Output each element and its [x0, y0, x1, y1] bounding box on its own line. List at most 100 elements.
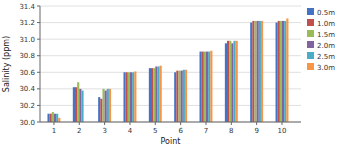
legend: 0.5m1.0m1.5m2.0m2.5m3.0m — [307, 8, 335, 72]
bar — [107, 89, 109, 122]
legend-label: 2.5m — [317, 53, 335, 61]
bar — [208, 52, 210, 122]
x-tick — [180, 122, 181, 125]
legend-swatch — [307, 30, 314, 37]
y-axis-label: Salinity (ppm) — [2, 36, 11, 92]
bar — [206, 52, 208, 122]
bar — [109, 89, 111, 122]
bar — [73, 87, 75, 122]
x-tick-label: 7 — [204, 127, 208, 135]
x-tick — [231, 122, 232, 125]
x-tick-label: 10 — [278, 127, 287, 135]
y-tick-label: 31.0 — [19, 36, 35, 44]
bar — [100, 99, 102, 122]
bar — [257, 21, 259, 122]
bar — [105, 91, 107, 122]
bar — [178, 71, 180, 122]
x-tick-label: 3 — [102, 127, 106, 135]
bar — [153, 68, 155, 122]
bar — [52, 112, 54, 122]
bar — [176, 71, 178, 122]
legend-swatch — [307, 8, 314, 15]
bar — [231, 43, 233, 122]
bar — [278, 21, 280, 122]
x-tick — [104, 122, 105, 125]
legend-swatch — [307, 63, 314, 70]
bar — [252, 21, 254, 122]
bar — [54, 114, 56, 122]
bar — [126, 72, 128, 122]
x-tick-label: 6 — [178, 127, 183, 135]
legend-swatch — [307, 19, 314, 26]
bar — [229, 41, 231, 122]
bar — [181, 71, 183, 122]
bar — [255, 21, 257, 122]
bars — [47, 18, 288, 122]
bar — [155, 66, 157, 122]
x-tick-label: 4 — [128, 127, 133, 135]
x-tick-label: 1 — [52, 127, 56, 135]
y-tick-label: 30.4 — [19, 85, 35, 93]
bar — [149, 68, 151, 122]
bar — [132, 72, 134, 122]
x-tick-label: 5 — [153, 127, 157, 135]
x-tick — [256, 122, 257, 125]
bar — [151, 68, 153, 122]
bar — [157, 66, 159, 122]
bar — [233, 41, 235, 122]
bar — [250, 23, 252, 122]
legend-swatch — [307, 52, 314, 59]
bar — [227, 41, 229, 122]
y-tick-label: 30.8 — [19, 52, 35, 60]
bar — [280, 21, 282, 122]
x-tick-label: 8 — [229, 127, 233, 135]
bar — [130, 72, 132, 122]
legend-label: 1.5m — [317, 31, 335, 39]
x-tick — [79, 122, 80, 125]
bar — [50, 114, 52, 122]
bar — [261, 21, 263, 122]
bar — [185, 70, 187, 122]
y-tick-label: 30.6 — [19, 69, 35, 77]
bar — [286, 18, 288, 122]
y-tick-label: 30.2 — [19, 102, 35, 110]
x-tick — [53, 122, 54, 125]
y-tick-label: 31.4 — [19, 3, 35, 11]
bar — [134, 71, 136, 122]
bar — [284, 21, 286, 122]
x-tick-label: 9 — [254, 127, 258, 135]
bar — [128, 72, 130, 122]
legend-label: 1.0m — [317, 20, 335, 28]
y-tick-label: 31.2 — [19, 19, 35, 27]
chart: 30.0 30.2 30.4 30.6 30.8 31.0 31.2 31.4 1 2 3 4 5 6 7 8… — [0, 0, 341, 148]
bar — [183, 70, 185, 122]
legend-swatch — [307, 41, 314, 48]
bar — [200, 52, 202, 122]
y-tick-label: 30.0 — [19, 119, 35, 127]
x-tick — [155, 122, 156, 125]
bar — [202, 52, 204, 122]
x-tick — [129, 122, 130, 125]
x-tick — [205, 122, 206, 125]
x-tick-label: 2 — [77, 127, 81, 135]
x-tick — [281, 122, 282, 125]
legend-label: 2.0m — [317, 42, 335, 50]
bar — [210, 51, 212, 122]
bar — [174, 72, 176, 122]
bar — [225, 43, 227, 122]
bar — [79, 89, 81, 122]
bar — [123, 72, 125, 122]
grid-line — [40, 6, 301, 7]
bar — [58, 118, 60, 122]
bar — [98, 97, 100, 122]
bar — [75, 87, 77, 122]
x-axis-label: Point — [161, 137, 181, 146]
bar — [56, 114, 58, 122]
bar — [47, 114, 49, 122]
bar — [81, 91, 83, 122]
bar — [276, 23, 278, 122]
bar — [77, 82, 79, 122]
y-axis — [40, 6, 41, 122]
bar — [259, 21, 261, 122]
bar — [282, 21, 284, 122]
